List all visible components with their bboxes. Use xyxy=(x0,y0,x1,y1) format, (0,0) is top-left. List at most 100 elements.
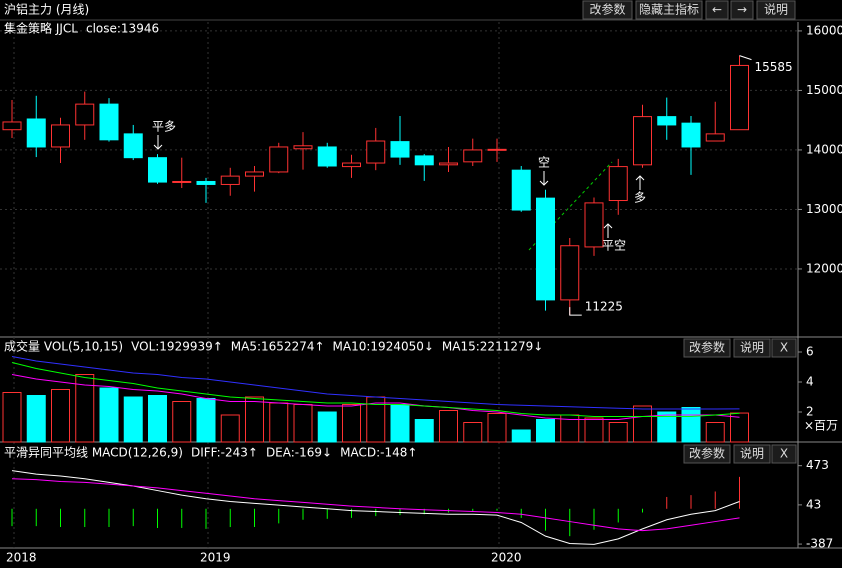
candle-body xyxy=(439,162,458,166)
button-label[interactable]: X xyxy=(780,447,788,461)
button[interactable]: 说明 xyxy=(756,0,796,20)
signal-arrow xyxy=(539,171,549,186)
legend-entry: DEA:-169↓ xyxy=(266,446,332,460)
signal-arrow xyxy=(603,223,613,238)
volume-bar xyxy=(439,410,458,443)
signal-label: 平多 xyxy=(152,120,176,134)
legend-entry: MA5:1652274↑ xyxy=(231,340,325,354)
candle-body xyxy=(172,180,192,183)
x-tick-label: 2020 xyxy=(491,551,522,565)
candle-body xyxy=(730,64,749,131)
candle-body xyxy=(681,122,701,148)
candle-body xyxy=(487,148,507,151)
button[interactable]: X xyxy=(771,338,797,358)
y-tick-label: 12000 xyxy=(806,261,842,275)
button-label[interactable]: 说明 xyxy=(740,340,764,355)
min-leader xyxy=(569,307,582,316)
button-label[interactable]: ← xyxy=(712,3,722,17)
legend-entry: VOL:1929939↑ xyxy=(131,340,223,354)
button-label[interactable]: 隐藏主指标 xyxy=(639,2,699,17)
button-frame xyxy=(683,338,731,358)
volume-bar xyxy=(317,411,337,443)
max-label: 15585 xyxy=(755,60,793,74)
volume-bar xyxy=(390,404,410,443)
y-tick-label: 6 xyxy=(806,345,814,359)
signal-label: 平空 xyxy=(602,239,626,253)
legend-entry: MACD:-148↑ xyxy=(340,446,417,460)
volume-bar xyxy=(269,402,289,443)
candle-body xyxy=(463,149,483,163)
volume-bar xyxy=(245,396,264,443)
candle-body xyxy=(245,171,264,177)
signal-arrow xyxy=(153,135,163,150)
button[interactable]: 改参数 xyxy=(582,0,633,20)
volume-bar xyxy=(536,419,555,443)
volume-bar xyxy=(99,387,119,443)
button[interactable]: X xyxy=(771,444,797,464)
volume-bar xyxy=(511,429,531,443)
y-tick-label: 4 xyxy=(806,375,814,389)
volume-bar xyxy=(220,414,240,443)
signal-label: 多 xyxy=(634,191,646,205)
button[interactable]: 说明 xyxy=(733,444,771,464)
button-frame xyxy=(733,444,771,464)
button-label[interactable]: 改参数 xyxy=(589,2,625,17)
button[interactable]: 隐藏主指标 xyxy=(635,0,703,20)
candle-body xyxy=(26,118,46,148)
candle-body xyxy=(196,180,216,185)
candle-body xyxy=(657,116,677,126)
button-label[interactable]: 改参数 xyxy=(689,340,725,355)
candle-body xyxy=(75,103,95,126)
min-label: 11225 xyxy=(585,300,623,314)
y-tick-label: 473 xyxy=(806,458,829,472)
volume-bar xyxy=(657,411,677,443)
volume-bar xyxy=(148,395,167,443)
candle-body xyxy=(342,162,361,168)
volume-bar xyxy=(414,419,434,443)
x-tick-label: 2019 xyxy=(200,551,231,565)
candle-body xyxy=(220,175,240,185)
candle-body xyxy=(705,133,725,142)
candle-body xyxy=(51,124,70,148)
volume-bar xyxy=(705,422,725,443)
volume-bar xyxy=(51,389,70,443)
button-label[interactable]: 说明 xyxy=(740,446,764,461)
macd-line xyxy=(11,478,740,532)
candle-body xyxy=(560,245,580,301)
button-label[interactable]: 改参数 xyxy=(689,446,725,461)
button[interactable]: → xyxy=(730,0,754,20)
button-frame xyxy=(771,338,797,358)
volume-bar xyxy=(463,422,483,443)
button-frame xyxy=(771,444,797,464)
volume-bar xyxy=(633,405,652,443)
candle-body xyxy=(633,116,652,166)
legend-entry: 成交量 VOL(5,10,15) xyxy=(4,339,123,354)
button[interactable]: 改参数 xyxy=(683,338,731,358)
signal-label: 空 xyxy=(538,156,550,170)
signal-arrow xyxy=(635,175,645,190)
button-label[interactable]: X xyxy=(780,341,788,355)
button[interactable]: 改参数 xyxy=(683,444,731,464)
unit-label: ×百万 xyxy=(804,419,838,433)
volume-bar xyxy=(75,374,95,443)
candle-body xyxy=(511,169,531,211)
volume-bar xyxy=(342,404,361,443)
button-label[interactable]: 说明 xyxy=(764,2,788,17)
y-tick-label: 16000 xyxy=(806,23,842,37)
button[interactable]: 说明 xyxy=(733,338,771,358)
button-frame xyxy=(705,0,729,20)
volume-bar xyxy=(123,396,143,443)
button[interactable]: ← xyxy=(705,0,729,20)
y-tick-label: -387 xyxy=(806,537,833,551)
candle-body xyxy=(584,202,604,248)
volume-bar xyxy=(26,395,46,443)
volume-bar xyxy=(293,404,313,443)
volume-bar xyxy=(172,401,192,443)
candle-body xyxy=(99,103,119,141)
volume-bar xyxy=(681,407,701,443)
y-tick-label: 13000 xyxy=(806,202,842,216)
candle-body xyxy=(414,155,434,166)
button-frame xyxy=(582,0,633,20)
button-label[interactable]: → xyxy=(737,3,747,17)
